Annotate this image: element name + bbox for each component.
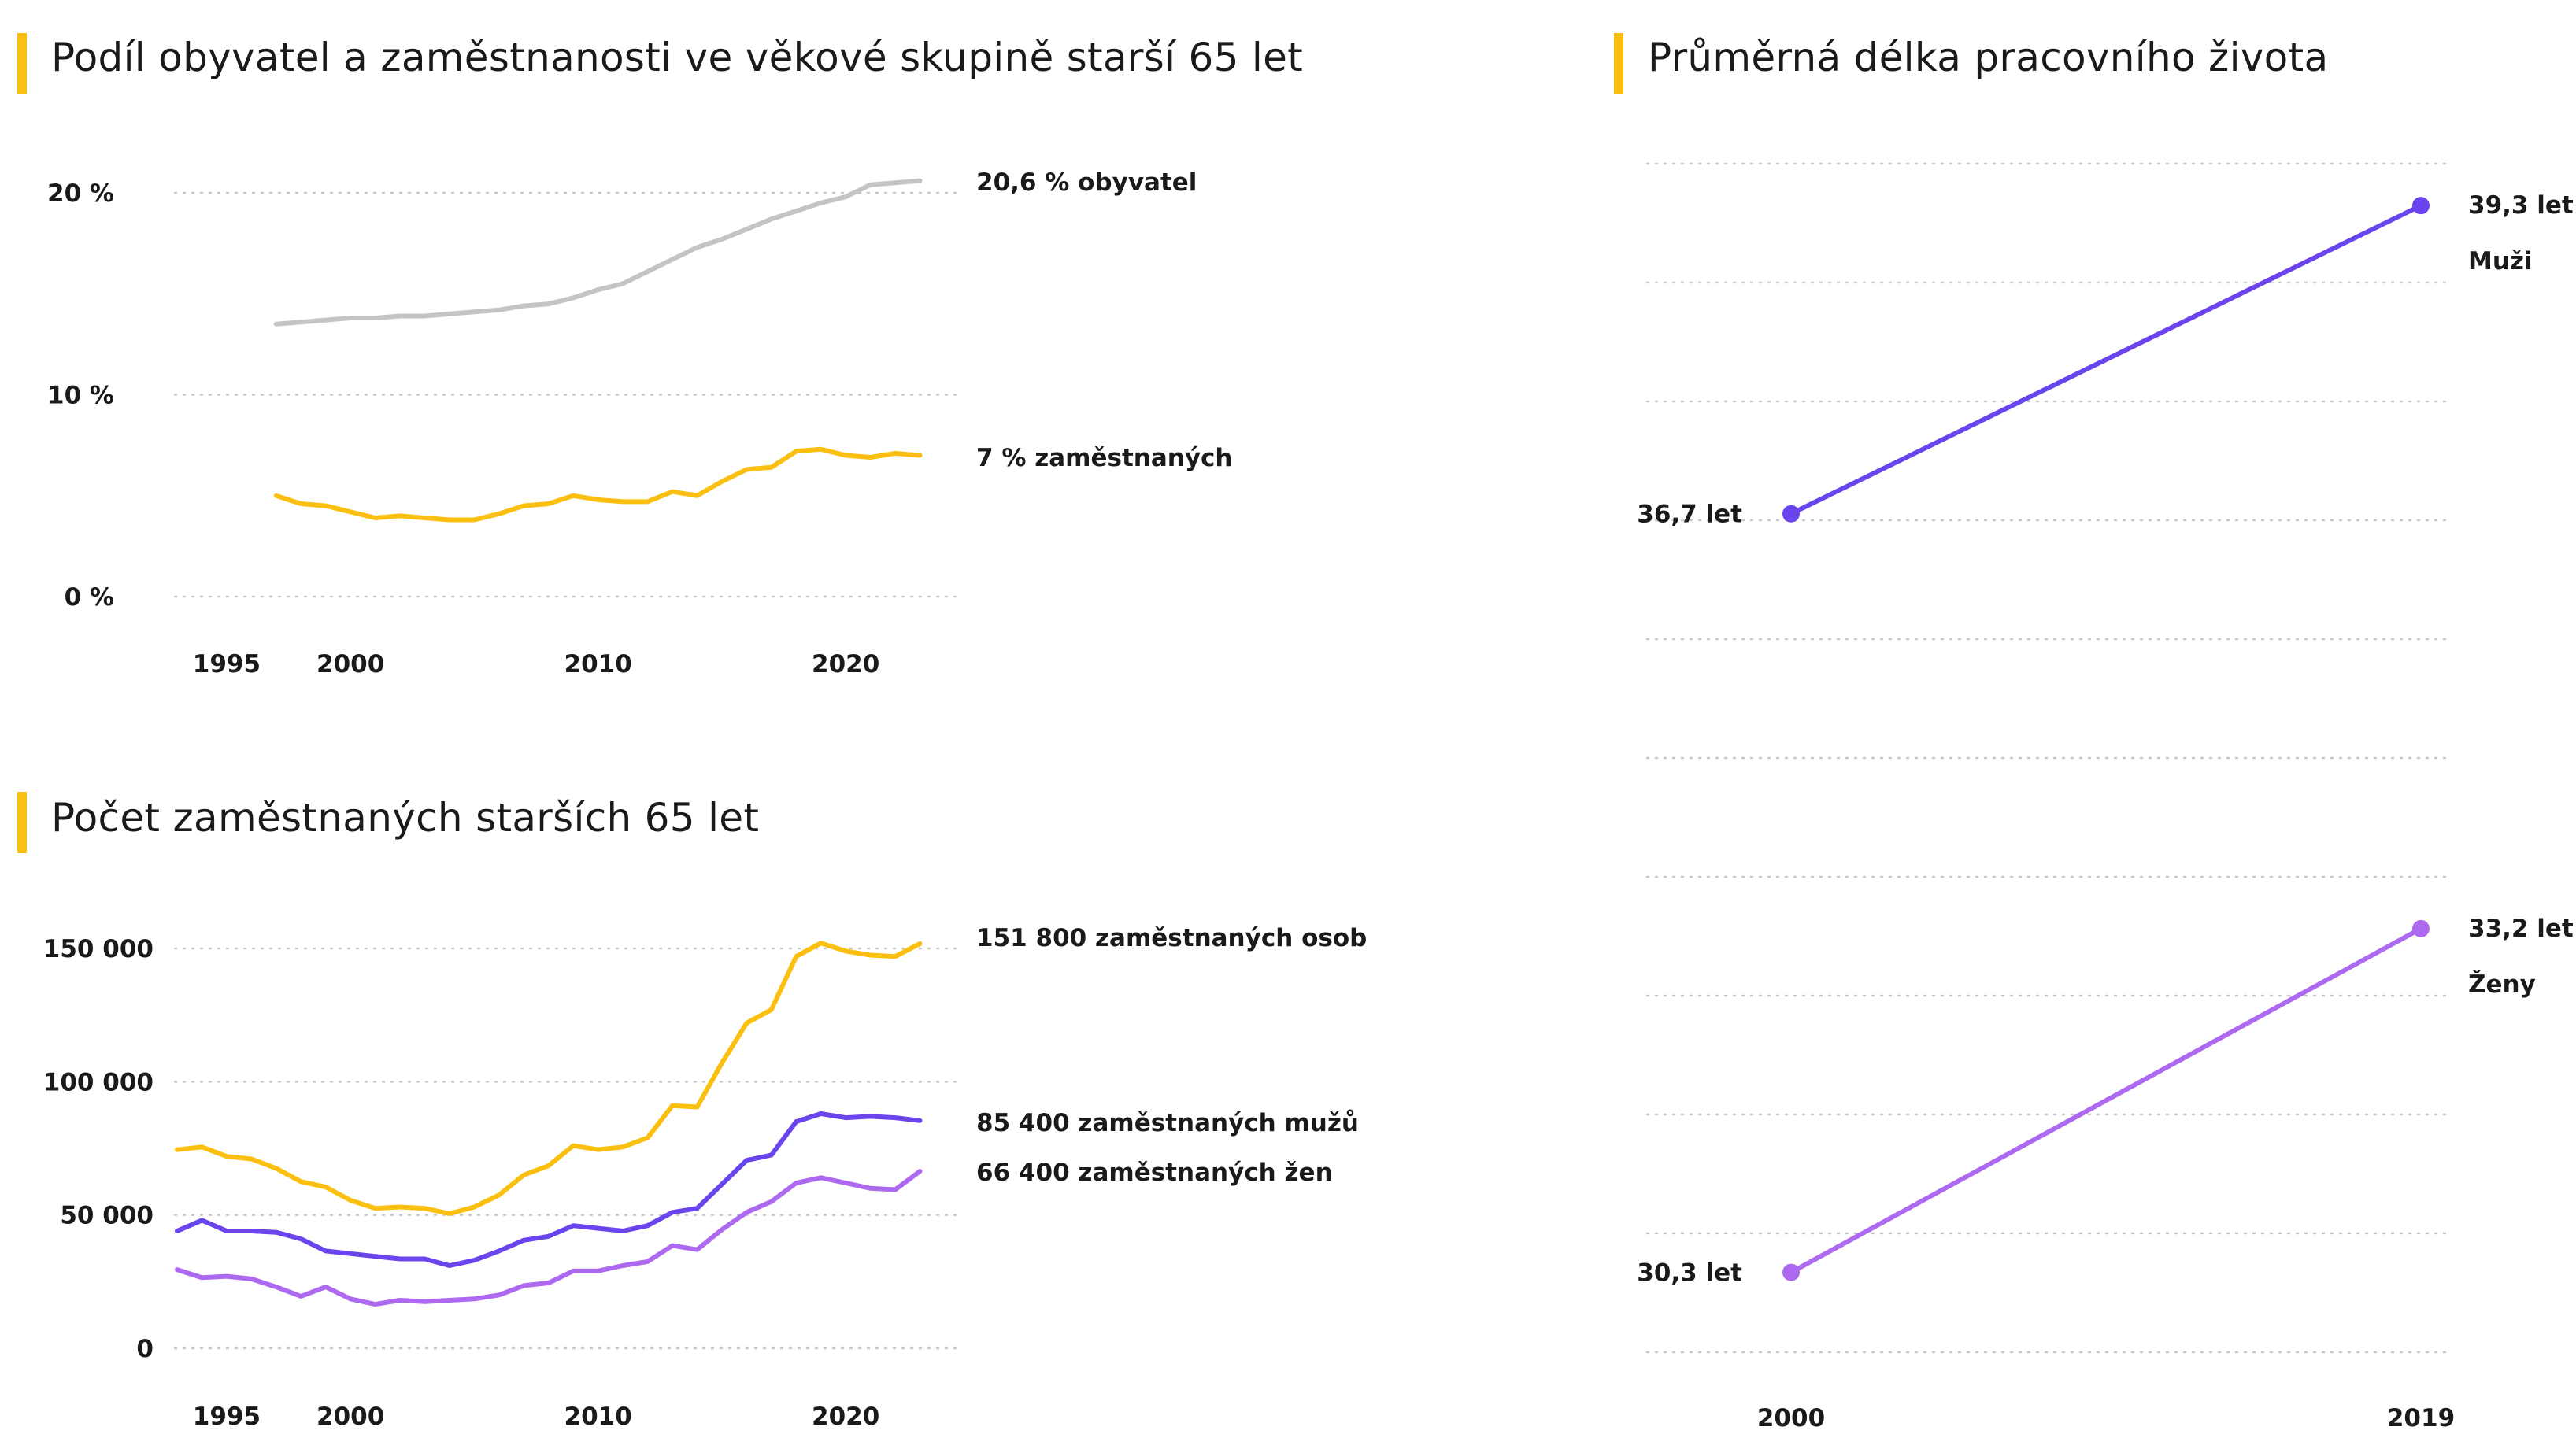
- working-life-value-label-men: 36,7 let: [1637, 501, 1742, 529]
- chart-title-count: Počet zaměstnaných starších 65 let: [51, 795, 760, 841]
- working-life-line-men: [1789, 203, 2423, 516]
- share-x-tick-label: 2020: [812, 650, 879, 678]
- working-life-point-women: [1782, 1263, 1800, 1281]
- share-end-label-employment: 7 % zaměstnaných: [976, 444, 1233, 472]
- share-y-tick-label: 10 %: [47, 382, 114, 410]
- share-line-population: [273, 178, 923, 327]
- count-end-label-employment: 151 800 zaměstnaných osob: [976, 924, 1367, 952]
- count-y-tick-label: 0: [136, 1335, 154, 1363]
- count-y-tick-label: 50 000: [60, 1202, 154, 1230]
- title-accent-bar-count: [17, 792, 27, 853]
- working-life-value-label-women: 30,3 let: [1637, 1259, 1742, 1288]
- working-life-series-name-men: Muži: [2468, 247, 2533, 275]
- title-accent-bar-working-life: [1614, 33, 1623, 94]
- chart-title-working-life: Průměrná délka pracovního života: [1648, 35, 2329, 80]
- share-end-label-population: 20,6 % obyvatel: [976, 168, 1197, 197]
- share-x-tick-label: 2010: [564, 650, 632, 678]
- working-life-value-label-women: 33,2 let: [2468, 915, 2574, 943]
- count-line-women: [175, 1169, 923, 1307]
- count-y-tick-label: 150 000: [43, 935, 154, 963]
- working-life-point-men: [2412, 197, 2430, 215]
- share-y-tick-label: 20 %: [47, 179, 114, 208]
- working-life-value-label-men: 39,3 let: [2468, 191, 2574, 220]
- count-x-tick-label: 1995: [193, 1403, 261, 1431]
- count-x-tick-label: 2020: [812, 1403, 879, 1431]
- count-y-tick-label: 100 000: [43, 1068, 154, 1096]
- count-x-tick-label: 2000: [316, 1403, 384, 1431]
- working-life-point-men: [1782, 505, 1800, 523]
- count-line-men: [175, 1111, 923, 1268]
- working-life-x-tick-label: 2019: [2387, 1404, 2455, 1432]
- count-end-label-men: 85 400 zaměstnaných mužů: [976, 1109, 1359, 1137]
- title-accent-bar-share: [17, 33, 27, 94]
- share-x-tick-label: 1995: [193, 650, 261, 678]
- share-y-tick-label: 0 %: [65, 583, 114, 612]
- working-life-point-women: [2412, 919, 2430, 937]
- count-line-employment: [175, 941, 923, 1216]
- chart-title-share: Podíl obyvatel a zaměstnanosti ve věkové…: [51, 35, 1304, 80]
- working-life-line-women: [1789, 926, 2423, 1275]
- share-line-employment: [273, 446, 923, 523]
- working-life-x-tick-label: 2000: [1757, 1404, 1825, 1432]
- working-life-series-name-women: Ženy: [2468, 970, 2536, 999]
- count-end-label-women: 66 400 zaměstnaných žen: [976, 1159, 1333, 1187]
- count-x-tick-label: 2010: [564, 1403, 632, 1431]
- share-x-tick-label: 2000: [316, 650, 384, 678]
